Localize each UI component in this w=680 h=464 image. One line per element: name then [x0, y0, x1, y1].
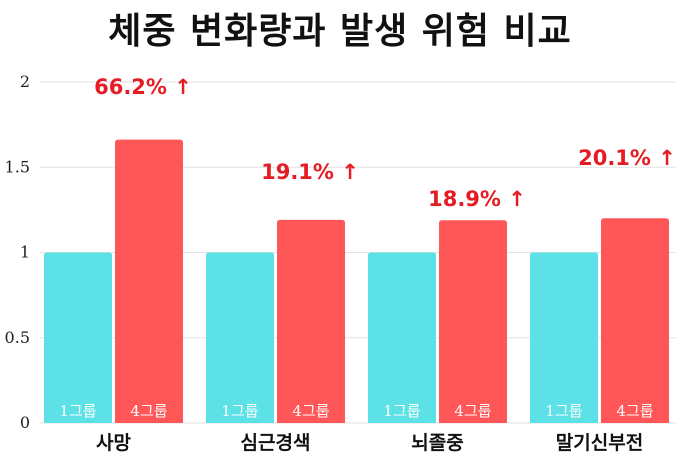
- bar: [115, 139, 183, 423]
- bar-series-label: 4그룹: [454, 402, 491, 420]
- bar-series-label: 4그룹: [616, 402, 653, 420]
- bar: [439, 220, 507, 423]
- bar-series-label: 1그룹: [383, 402, 420, 420]
- y-tick-label: 1: [20, 243, 30, 262]
- increase-annotation: 20.1% ↑: [578, 146, 676, 170]
- increase-annotation: 66.2% ↑: [94, 75, 192, 99]
- x-category-label: 뇌졸중: [411, 432, 463, 454]
- x-category-label: 말기신부전: [556, 432, 643, 454]
- y-tick-label: 0: [20, 413, 30, 432]
- bar: [44, 252, 112, 423]
- bar-series-label: 1그룹: [59, 402, 96, 420]
- bar: [277, 219, 345, 423]
- y-tick-label: 0.5: [5, 328, 30, 347]
- x-category-label: 사망: [96, 432, 131, 454]
- increase-annotation: 18.9% ↑: [428, 187, 526, 211]
- bar-series-label: 4그룹: [130, 402, 167, 420]
- bar: [530, 252, 598, 423]
- chart-title: 체중 변화량과 발생 위험 비교: [108, 11, 572, 52]
- bar-series-label: 4그룹: [292, 402, 329, 420]
- y-tick-label: 1.5: [5, 157, 30, 176]
- bar-series-label: 1그룹: [221, 402, 258, 420]
- bar-series-label: 1그룹: [545, 402, 582, 420]
- increase-annotation: 19.1% ↑: [261, 160, 359, 184]
- bar: [368, 252, 436, 423]
- y-tick-label: 2: [20, 72, 30, 91]
- x-category-label: 심근경색: [241, 432, 311, 454]
- bar: [206, 252, 274, 423]
- bar: [601, 218, 669, 423]
